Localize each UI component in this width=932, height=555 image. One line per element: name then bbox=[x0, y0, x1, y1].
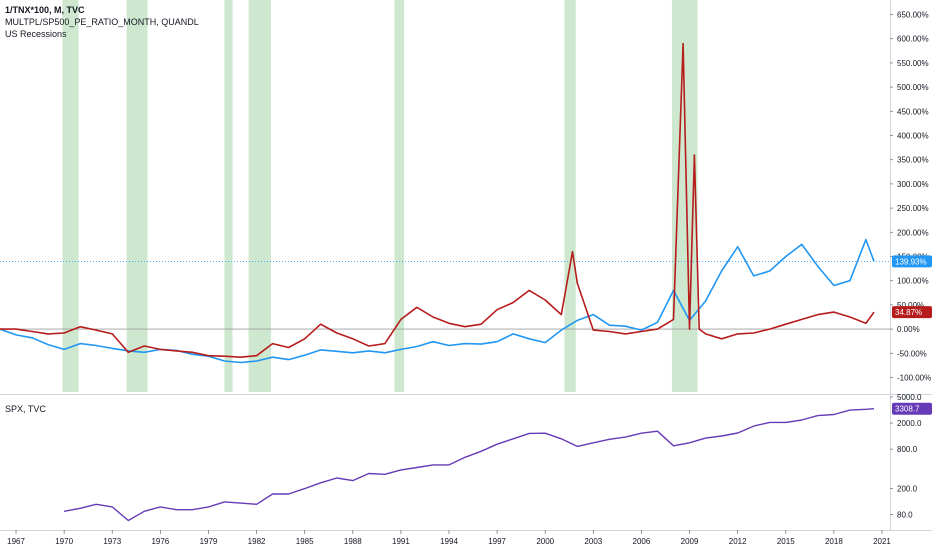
y-tick-label: 50.00% bbox=[897, 301, 924, 310]
y-tick-label: 5000.0 bbox=[897, 393, 922, 402]
y-tick-label: 600.00% bbox=[897, 35, 929, 44]
y-tick-label: -100.00% bbox=[897, 373, 931, 382]
y-tick-label: -50.00% bbox=[897, 349, 927, 358]
recession-band-0 bbox=[62, 0, 79, 392]
recession-band-5 bbox=[564, 0, 576, 392]
recession-band-3 bbox=[248, 0, 272, 392]
y-tick-label: 2000.0 bbox=[897, 419, 922, 428]
recession-band-1 bbox=[126, 0, 148, 392]
y-tick-label: 80.0 bbox=[897, 511, 913, 520]
recession-band-2 bbox=[224, 0, 233, 392]
y-tick-label: 400.00% bbox=[897, 132, 929, 141]
x-tick-label: 1967 bbox=[7, 537, 25, 546]
x-tick-label: 1979 bbox=[200, 537, 218, 546]
last-value-spx-text: 3308.7 bbox=[895, 405, 920, 414]
x-tick-label: 1973 bbox=[103, 537, 121, 546]
legend-tnx[interactable]: 1/TNX*100, M, TVC bbox=[5, 5, 85, 15]
last-value-spx[interactable]: 3308.7 bbox=[892, 402, 932, 415]
series-line-tnx bbox=[0, 238, 875, 364]
x-tick-label: 1991 bbox=[392, 537, 410, 546]
recession-band-4 bbox=[394, 0, 405, 392]
lower-legend: SPX, TVC bbox=[5, 403, 46, 415]
last-value-tnx-bg bbox=[892, 255, 932, 268]
y-tick-label: 100.00% bbox=[897, 277, 929, 286]
x-tick-label: 2009 bbox=[681, 537, 699, 546]
last-value-pe-ratio-bg bbox=[892, 306, 932, 319]
y-tick-label: 350.00% bbox=[897, 156, 929, 165]
y-tick-label: 450.00% bbox=[897, 107, 929, 116]
x-tick-label: 1997 bbox=[488, 537, 506, 546]
x-tick-label: 2012 bbox=[729, 537, 747, 546]
series-line-pe-ratio bbox=[0, 42, 875, 358]
series-line-spx bbox=[63, 408, 875, 522]
x-tick-label: 1970 bbox=[55, 537, 73, 546]
y-tick-label: 800.0 bbox=[897, 445, 918, 454]
upper-legend: 1/TNX*100, M, TVC MULTPL/SP500_PE_RATIO_… bbox=[5, 4, 199, 40]
x-tick-label: 1982 bbox=[248, 537, 266, 546]
last-value-pe-ratio-text: 34.87% bbox=[895, 308, 922, 317]
x-tick-label: 1985 bbox=[296, 537, 314, 546]
legend-pe-ratio[interactable]: MULTPL/SP500_PE_RATIO_MONTH, QUANDL bbox=[5, 17, 199, 27]
y-tick-label: 0.00% bbox=[897, 325, 920, 334]
last-value-spx-bg bbox=[892, 402, 932, 415]
y-tick-label: 550.00% bbox=[897, 59, 929, 68]
x-tick-label: 1994 bbox=[440, 537, 458, 546]
x-tick-label: 2015 bbox=[777, 537, 795, 546]
x-tick-label: 2003 bbox=[584, 537, 602, 546]
x-tick-label: 1988 bbox=[344, 537, 362, 546]
y-tick-label: 200.0 bbox=[897, 485, 918, 494]
legend-recessions[interactable]: US Recessions bbox=[5, 29, 67, 39]
x-tick-label: 2021 bbox=[873, 537, 891, 546]
last-value-tnx[interactable]: 139.93% bbox=[892, 255, 932, 268]
legend-spx[interactable]: SPX, TVC bbox=[5, 404, 46, 414]
y-tick-label: 650.00% bbox=[897, 11, 929, 20]
y-tick-label: 250.00% bbox=[897, 204, 929, 213]
x-tick-label: 2000 bbox=[536, 537, 554, 546]
last-value-pe-ratio[interactable]: 34.87% bbox=[892, 306, 932, 319]
last-value-tnx-text: 139.93% bbox=[895, 257, 927, 266]
x-tick-label: 1976 bbox=[151, 537, 169, 546]
y-tick-label: 500.00% bbox=[897, 83, 929, 92]
x-tick-label: 2006 bbox=[633, 537, 651, 546]
y-tick-label: 200.00% bbox=[897, 228, 929, 237]
y-tick-label: 300.00% bbox=[897, 180, 929, 189]
x-tick-label: 2018 bbox=[825, 537, 843, 546]
